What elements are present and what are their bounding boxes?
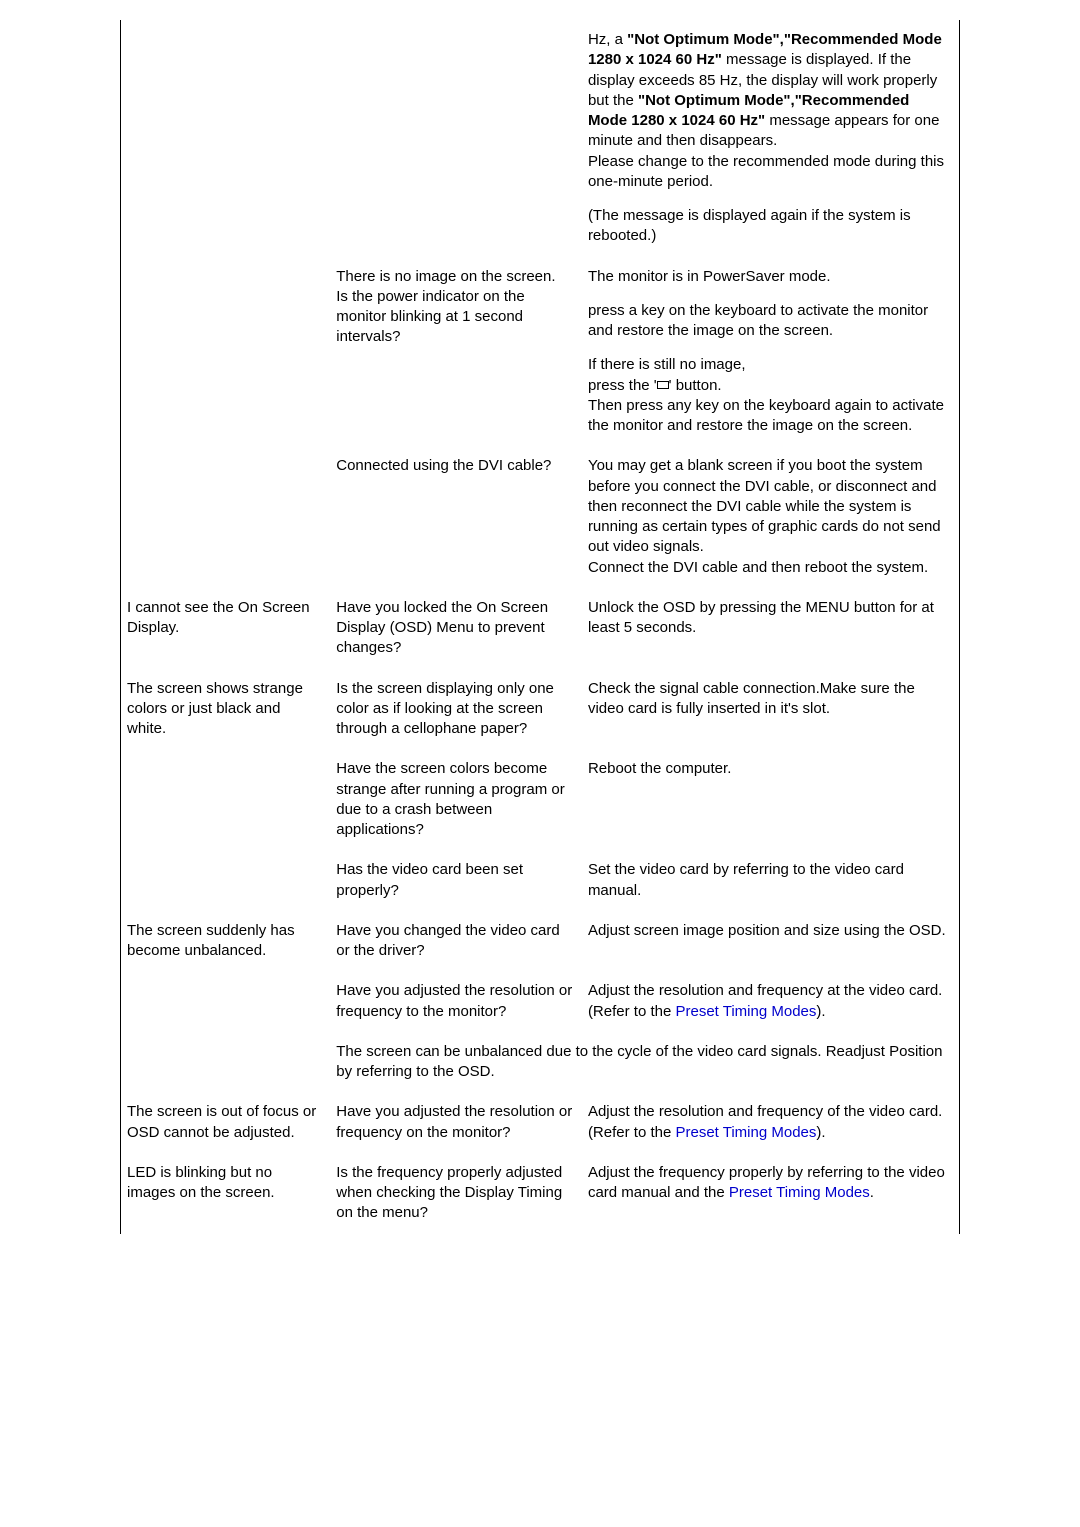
- note-cell: The screen can be unbalanced due to the …: [330, 1032, 959, 1093]
- check-cell: Have you changed the video card or the d…: [330, 911, 582, 972]
- check-cell: Is the frequency properly adjusted when …: [330, 1153, 582, 1234]
- check-cell: [330, 20, 582, 257]
- solution-paragraph: Check the signal cable connection.Make s…: [588, 679, 951, 720]
- solution-paragraph: Set the video card by referring to the v…: [588, 860, 951, 901]
- check-cell: Have you adjusted the resolution or freq…: [330, 971, 582, 1032]
- symptom-cell: I cannot see the On Screen Display.: [121, 588, 331, 669]
- table-row: The screen can be unbalanced due to the …: [121, 1032, 960, 1093]
- solution-paragraph: press a key on the keyboard to activate …: [588, 301, 951, 342]
- table-row: The screen is out of focus or OSD cannot…: [121, 1092, 960, 1153]
- page-container: Hz, a "Not Optimum Mode","Recommended Mo…: [0, 0, 1080, 1274]
- symptom-cell: [121, 1032, 331, 1093]
- solution-cell: Adjust the frequency properly by referri…: [582, 1153, 960, 1234]
- solution-cell: Reboot the computer.: [582, 749, 960, 850]
- solution-cell: Adjust screen image position and size us…: [582, 911, 960, 972]
- preset-timing-link[interactable]: Preset Timing Modes: [729, 1184, 870, 1201]
- preset-timing-link[interactable]: Preset Timing Modes: [675, 1003, 816, 1020]
- solution-paragraph: (The message is displayed again if the s…: [588, 206, 951, 247]
- table-row: Hz, a "Not Optimum Mode","Recommended Mo…: [121, 20, 960, 257]
- symptom-cell: [121, 749, 331, 850]
- solution-cell: Adjust the resolution and frequency at t…: [582, 971, 960, 1032]
- check-cell: Connected using the DVI cable?: [330, 446, 582, 588]
- check-cell: Have you locked the On Screen Display (O…: [330, 588, 582, 669]
- table-row: Has the video card been set properly?Set…: [121, 850, 960, 911]
- solution-cell: Set the video card by referring to the v…: [582, 850, 960, 911]
- solution-cell: The monitor is in PowerSaver mode. press …: [582, 257, 960, 447]
- table-row: Have the screen colors become strange af…: [121, 749, 960, 850]
- solution-paragraph: If there is still no image,press the '' …: [588, 355, 951, 436]
- solution-cell: Hz, a "Not Optimum Mode","Recommended Mo…: [582, 20, 960, 257]
- solution-cell: Adjust the resolution and frequency of t…: [582, 1092, 960, 1153]
- symptom-cell: [121, 446, 331, 588]
- solution-paragraph: Adjust the frequency properly by referri…: [588, 1163, 951, 1204]
- solution-cell: Check the signal cable connection.Make s…: [582, 669, 960, 750]
- solution-paragraph: Hz, a "Not Optimum Mode","Recommended Mo…: [588, 30, 951, 192]
- table-row: The screen shows strange colors or just …: [121, 669, 960, 750]
- preset-timing-link[interactable]: Preset Timing Modes: [675, 1124, 816, 1141]
- solution-paragraph: The monitor is in PowerSaver mode.: [588, 267, 951, 287]
- check-cell: Has the video card been set properly?: [330, 850, 582, 911]
- solution-paragraph: Adjust the resolution and frequency of t…: [588, 1102, 951, 1143]
- check-cell: There is no image on the screen.Is the p…: [330, 257, 582, 447]
- symptom-cell: [121, 20, 331, 257]
- solution-cell: You may get a blank screen if you boot t…: [582, 446, 960, 588]
- check-cell: Have the screen colors become strange af…: [330, 749, 582, 850]
- table-row: Have you adjusted the resolution or freq…: [121, 971, 960, 1032]
- table-row: There is no image on the screen.Is the p…: [121, 257, 960, 447]
- troubleshoot-table: Hz, a "Not Optimum Mode","Recommended Mo…: [120, 20, 960, 1234]
- table-row: LED is blinking but no images on the scr…: [121, 1153, 960, 1234]
- symptom-cell: The screen suddenly has become unbalance…: [121, 911, 331, 972]
- solution-paragraph: Unlock the OSD by pressing the MENU butt…: [588, 598, 951, 639]
- solution-cell: Unlock the OSD by pressing the MENU butt…: [582, 588, 960, 669]
- check-cell: Have you adjusted the resolution or freq…: [330, 1092, 582, 1153]
- solution-paragraph: You may get a blank screen if you boot t…: [588, 456, 951, 578]
- symptom-cell: The screen is out of focus or OSD cannot…: [121, 1092, 331, 1153]
- table-row: Connected using the DVI cable?You may ge…: [121, 446, 960, 588]
- table-row: I cannot see the On Screen Display.Have …: [121, 588, 960, 669]
- table-row: The screen suddenly has become unbalance…: [121, 911, 960, 972]
- solution-paragraph: Adjust screen image position and size us…: [588, 921, 951, 941]
- symptom-cell: [121, 971, 331, 1032]
- symptom-cell: [121, 257, 331, 447]
- solution-paragraph: Adjust the resolution and frequency at t…: [588, 981, 951, 1022]
- check-cell: Is the screen displaying only one color …: [330, 669, 582, 750]
- symptom-cell: [121, 850, 331, 911]
- symptom-cell: LED is blinking but no images on the scr…: [121, 1153, 331, 1234]
- solution-paragraph: Reboot the computer.: [588, 759, 951, 779]
- symptom-cell: The screen shows strange colors or just …: [121, 669, 331, 750]
